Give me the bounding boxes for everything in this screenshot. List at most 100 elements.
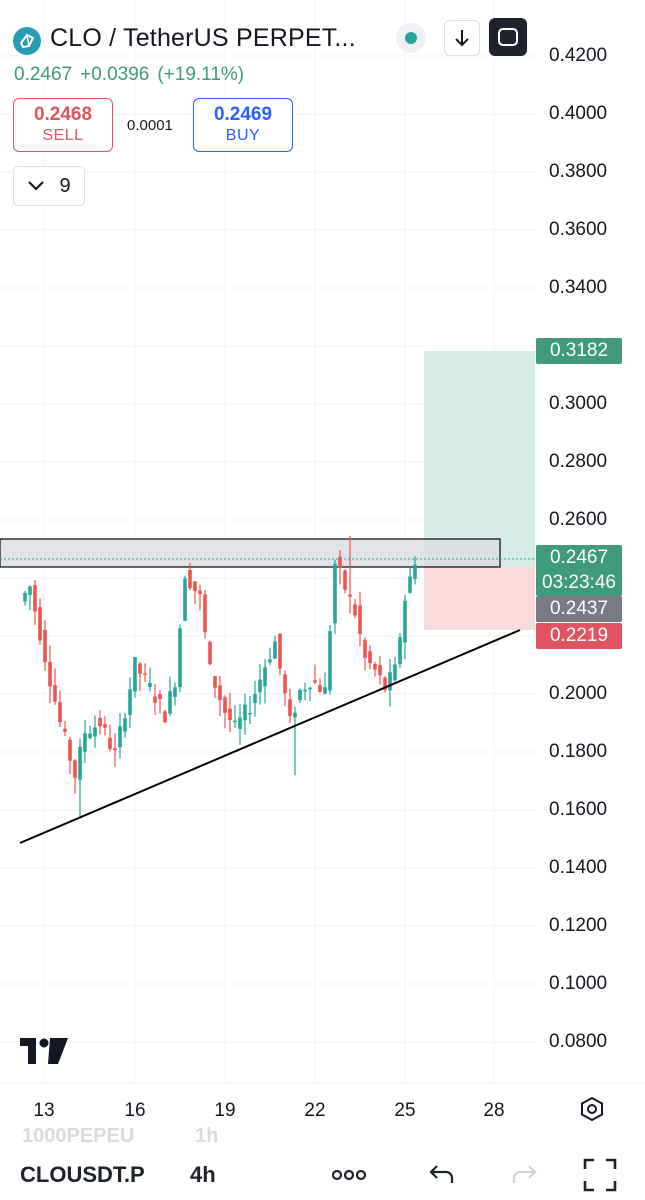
candle-body	[218, 685, 222, 701]
download-icon	[455, 30, 469, 47]
candle-body	[23, 592, 27, 602]
price-label: 0.1200	[549, 915, 608, 936]
candle-body	[173, 687, 177, 698]
stop-price-tag: 0.2219	[536, 623, 622, 649]
candle-body	[58, 702, 62, 723]
resistance-zone	[0, 538, 501, 568]
buy-button[interactable]: 0.2469 BUY	[193, 98, 293, 152]
fullscreen-icon	[498, 28, 518, 46]
candle-body	[363, 639, 367, 658]
candle-body	[373, 664, 377, 670]
entry-price-tag: 0.2437	[536, 596, 622, 622]
ghost-timeframe: 1h	[195, 1125, 219, 1147]
candle-body	[323, 687, 327, 694]
candle-body	[308, 687, 312, 690]
candle-body	[68, 739, 72, 761]
candle-body	[228, 708, 232, 721]
candle-body	[53, 685, 57, 702]
price-change-row: 0.2467 +0.0396 (+19.11%)	[14, 64, 252, 86]
time-label: 25	[394, 1100, 416, 1121]
price-label: 0.1800	[549, 741, 608, 762]
candle-body	[403, 600, 407, 643]
candle-body	[133, 657, 137, 692]
candle-body	[73, 760, 77, 778]
candle-body	[168, 691, 172, 714]
buy-label: BUY	[225, 127, 261, 144]
expand-icon[interactable]	[583, 1158, 617, 1192]
bottom-toolbar	[0, 1150, 645, 1200]
indicator-count: 9	[59, 174, 71, 197]
candle-body	[273, 641, 277, 659]
candle-body	[333, 563, 337, 624]
candle-body	[48, 661, 52, 687]
chart-grid	[0, 0, 536, 1083]
candle-body	[238, 717, 242, 729]
time-label: 19	[214, 1100, 236, 1121]
price-label: 0.4000	[549, 103, 608, 124]
price-label: 0.2000	[549, 683, 608, 704]
candle-body	[198, 590, 202, 595]
price-label: 0.1000	[549, 973, 608, 994]
price-label: 0.3000	[549, 393, 608, 414]
candle-body	[253, 693, 257, 703]
last-price-tag: 0.2467	[536, 545, 622, 571]
candle-body	[318, 685, 322, 693]
candle-body	[208, 641, 212, 665]
candle-body	[138, 663, 142, 674]
price-label: 0.2800	[549, 451, 608, 472]
indicators-toggle[interactable]: 9	[13, 166, 85, 206]
candle-body	[108, 737, 112, 749]
candle-body	[113, 748, 117, 751]
candle-body	[93, 727, 97, 737]
candle-body	[243, 704, 247, 721]
time-label: 13	[33, 1100, 55, 1121]
candle-body	[343, 570, 347, 590]
price-label: 0.3800	[549, 161, 608, 182]
symbol-title[interactable]: CLO / TetherUS PERPET...	[50, 24, 356, 52]
sell-button[interactable]: 0.2468 SELL	[13, 98, 113, 152]
price-label: 0.1600	[549, 799, 608, 820]
candle-body	[103, 724, 107, 728]
candle-body	[28, 586, 32, 595]
ghost-symbol: 1000PEPEU	[22, 1125, 135, 1147]
download-button[interactable]	[444, 20, 480, 56]
candlestick-series	[23, 535, 417, 819]
candle-body	[358, 605, 362, 634]
candle-body	[203, 594, 207, 633]
chevron-down-icon	[28, 181, 45, 191]
candle-body	[223, 697, 227, 713]
redo-icon[interactable]	[510, 1162, 538, 1186]
candle-body	[313, 680, 317, 683]
candle-body	[63, 728, 67, 732]
candle-body	[193, 581, 197, 592]
candle-body	[33, 585, 37, 612]
candle-body	[413, 564, 417, 580]
candle-body	[328, 631, 332, 691]
symbol-selector[interactable]: CLOUSDT.P	[20, 1162, 145, 1187]
candle-body	[88, 733, 92, 739]
tradingview-logo-icon[interactable]	[20, 1038, 70, 1064]
more-icon[interactable]	[332, 1168, 366, 1182]
target-zone	[424, 351, 535, 567]
sell-label: SELL	[42, 127, 84, 144]
candle-body	[378, 665, 382, 676]
candle-body	[118, 726, 122, 748]
settings-hex-icon[interactable]	[579, 1096, 605, 1122]
price-label: 0.3600	[549, 219, 608, 240]
undo-icon[interactable]	[428, 1162, 456, 1186]
change-abs: +0.0396	[80, 64, 150, 85]
candle-body	[383, 677, 387, 691]
candle-body	[43, 630, 47, 663]
candle-body	[303, 689, 307, 692]
candle-body	[83, 733, 87, 752]
price-label: 0.0800	[549, 1031, 608, 1052]
candle-body	[143, 673, 147, 675]
candle-body	[233, 720, 237, 723]
fullscreen-button[interactable]	[489, 18, 527, 56]
candle-body	[393, 664, 397, 681]
candle-body	[183, 578, 187, 621]
timeframe-selector[interactable]: 4h	[190, 1162, 216, 1187]
status-dot-icon[interactable]	[395, 22, 427, 54]
price-label: 0.4200	[549, 45, 608, 66]
